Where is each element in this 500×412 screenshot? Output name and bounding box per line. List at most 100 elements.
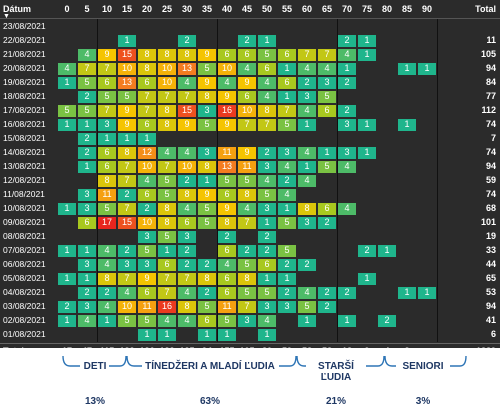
heat-cell: 2 bbox=[178, 35, 196, 47]
heat-cell: 5 bbox=[98, 203, 116, 215]
heat-cell: 8 bbox=[238, 189, 256, 201]
heat-cell: 10 bbox=[238, 105, 256, 117]
heat-cell: 6 bbox=[278, 77, 296, 89]
heat-cell: 1 bbox=[278, 63, 296, 75]
heat-cell: 5 bbox=[218, 175, 236, 187]
heat-cell: 6 bbox=[218, 273, 236, 285]
heat-cell: 1 bbox=[358, 35, 376, 47]
heat-cell: 2 bbox=[258, 231, 276, 243]
heat-cell: 1 bbox=[298, 315, 316, 327]
header-age-40: 40 bbox=[221, 4, 232, 14]
column-total: 58 bbox=[321, 346, 332, 356]
heat-cell: 3 bbox=[318, 77, 336, 89]
heat-cell: 1 bbox=[78, 273, 96, 285]
heat-cell: 8 bbox=[158, 203, 176, 215]
heat-cell: 4 bbox=[238, 63, 256, 75]
heat-cell: 9 bbox=[238, 147, 256, 159]
heat-cell: 7 bbox=[78, 63, 96, 75]
heat-cell: 4 bbox=[258, 315, 276, 327]
heat-cell: 3 bbox=[338, 119, 356, 131]
totals-divider bbox=[0, 343, 500, 344]
heat-cell: 1 bbox=[258, 329, 276, 341]
header-age-30: 30 bbox=[181, 4, 192, 14]
heat-cell: 3 bbox=[78, 203, 96, 215]
heat-cell: 6 bbox=[138, 77, 156, 89]
heat-cell: 1 bbox=[258, 217, 276, 229]
heat-cell: 1 bbox=[298, 161, 316, 173]
heat-cell: 6 bbox=[98, 161, 116, 173]
heat-cell: 8 bbox=[158, 105, 176, 117]
heat-cell: 5 bbox=[278, 119, 296, 131]
heat-cell: 4 bbox=[158, 315, 176, 327]
row-total: 68 bbox=[485, 203, 496, 213]
heat-cell: 4 bbox=[158, 147, 176, 159]
heat-cell: 7 bbox=[158, 287, 176, 299]
heat-cell: 5 bbox=[258, 49, 276, 61]
heat-cell: 8 bbox=[178, 189, 196, 201]
heat-cell: 1 bbox=[338, 315, 356, 327]
heat-cell: 2 bbox=[378, 315, 396, 327]
heat-cell: 4 bbox=[298, 105, 316, 117]
heat-cell: 4 bbox=[98, 259, 116, 271]
heat-cell: 7 bbox=[318, 49, 336, 61]
heat-cell: 7 bbox=[98, 63, 116, 75]
row-date: 23/08/2021 bbox=[3, 21, 46, 31]
heat-cell: 1 bbox=[218, 329, 236, 341]
column-total: 132 bbox=[159, 346, 175, 356]
heat-cell: 6 bbox=[238, 91, 256, 103]
heat-cell: 4 bbox=[178, 315, 196, 327]
segment-pct-tinedzeri: 63% bbox=[199, 396, 220, 407]
totals-label: Total bbox=[3, 346, 24, 356]
segment-divider bbox=[337, 19, 338, 342]
column-total: 155 bbox=[219, 346, 235, 356]
heat-cell: 4 bbox=[298, 175, 316, 187]
row-total: 33 bbox=[485, 245, 496, 255]
heat-cell: 4 bbox=[238, 203, 256, 215]
heat-cell: 8 bbox=[178, 49, 196, 61]
heat-cell: 2 bbox=[338, 105, 356, 117]
heat-cell: 3 bbox=[278, 301, 296, 313]
heat-cell: 3 bbox=[298, 217, 316, 229]
heat-cell: 8 bbox=[138, 63, 156, 75]
heat-cell: 8 bbox=[98, 175, 116, 187]
header-age-25: 25 bbox=[161, 4, 172, 14]
column-total: 94 bbox=[201, 346, 212, 356]
heat-cell: 1 bbox=[98, 133, 116, 145]
heat-cell: 2 bbox=[178, 245, 196, 257]
row-date: 14/08/2021 bbox=[3, 147, 46, 157]
heat-cell: 6 bbox=[318, 203, 336, 215]
heat-cell: 3 bbox=[338, 147, 356, 159]
row-total: 74 bbox=[485, 119, 496, 129]
heat-cell: 2 bbox=[298, 77, 316, 89]
row-total: 74 bbox=[485, 189, 496, 199]
segment-label-tinedzeri: TÍNEDŽERI A MLADÍ ĽUDIA bbox=[145, 361, 275, 372]
heat-cell: 4 bbox=[298, 147, 316, 159]
heat-cell: 2 bbox=[278, 175, 296, 187]
heat-cell: 3 bbox=[298, 91, 316, 103]
segment-divider bbox=[97, 19, 98, 342]
heat-cell: 10 bbox=[138, 161, 156, 173]
sort-arrow-icon[interactable]: ▼ bbox=[3, 13, 10, 20]
heat-cell: 1 bbox=[198, 175, 216, 187]
header-date-label: Dátum bbox=[3, 4, 32, 14]
heat-cell: 5 bbox=[218, 315, 236, 327]
heat-cell: 7 bbox=[298, 49, 316, 61]
header-age-65: 65 bbox=[321, 4, 332, 14]
heat-cell: 6 bbox=[258, 63, 276, 75]
segment-label-deti: DETI bbox=[83, 361, 107, 372]
heat-cell: 3 bbox=[78, 259, 96, 271]
row-date: 04/08/2021 bbox=[3, 287, 46, 297]
row-date: 09/08/2021 bbox=[3, 217, 46, 227]
heat-cell: 3 bbox=[198, 147, 216, 159]
heat-cell: 2 bbox=[218, 231, 236, 243]
heat-cell: 5 bbox=[318, 91, 336, 103]
heat-cell: 2 bbox=[318, 217, 336, 229]
row-total: 53 bbox=[485, 287, 496, 297]
header-divider bbox=[0, 18, 500, 19]
heat-cell: 1 bbox=[198, 329, 216, 341]
row-date: 05/08/2021 bbox=[3, 273, 46, 283]
row-date: 07/08/2021 bbox=[3, 245, 46, 255]
heat-cell: 6 bbox=[158, 259, 176, 271]
heat-cell: 8 bbox=[118, 147, 136, 159]
header-age-70: 70 bbox=[341, 4, 352, 14]
